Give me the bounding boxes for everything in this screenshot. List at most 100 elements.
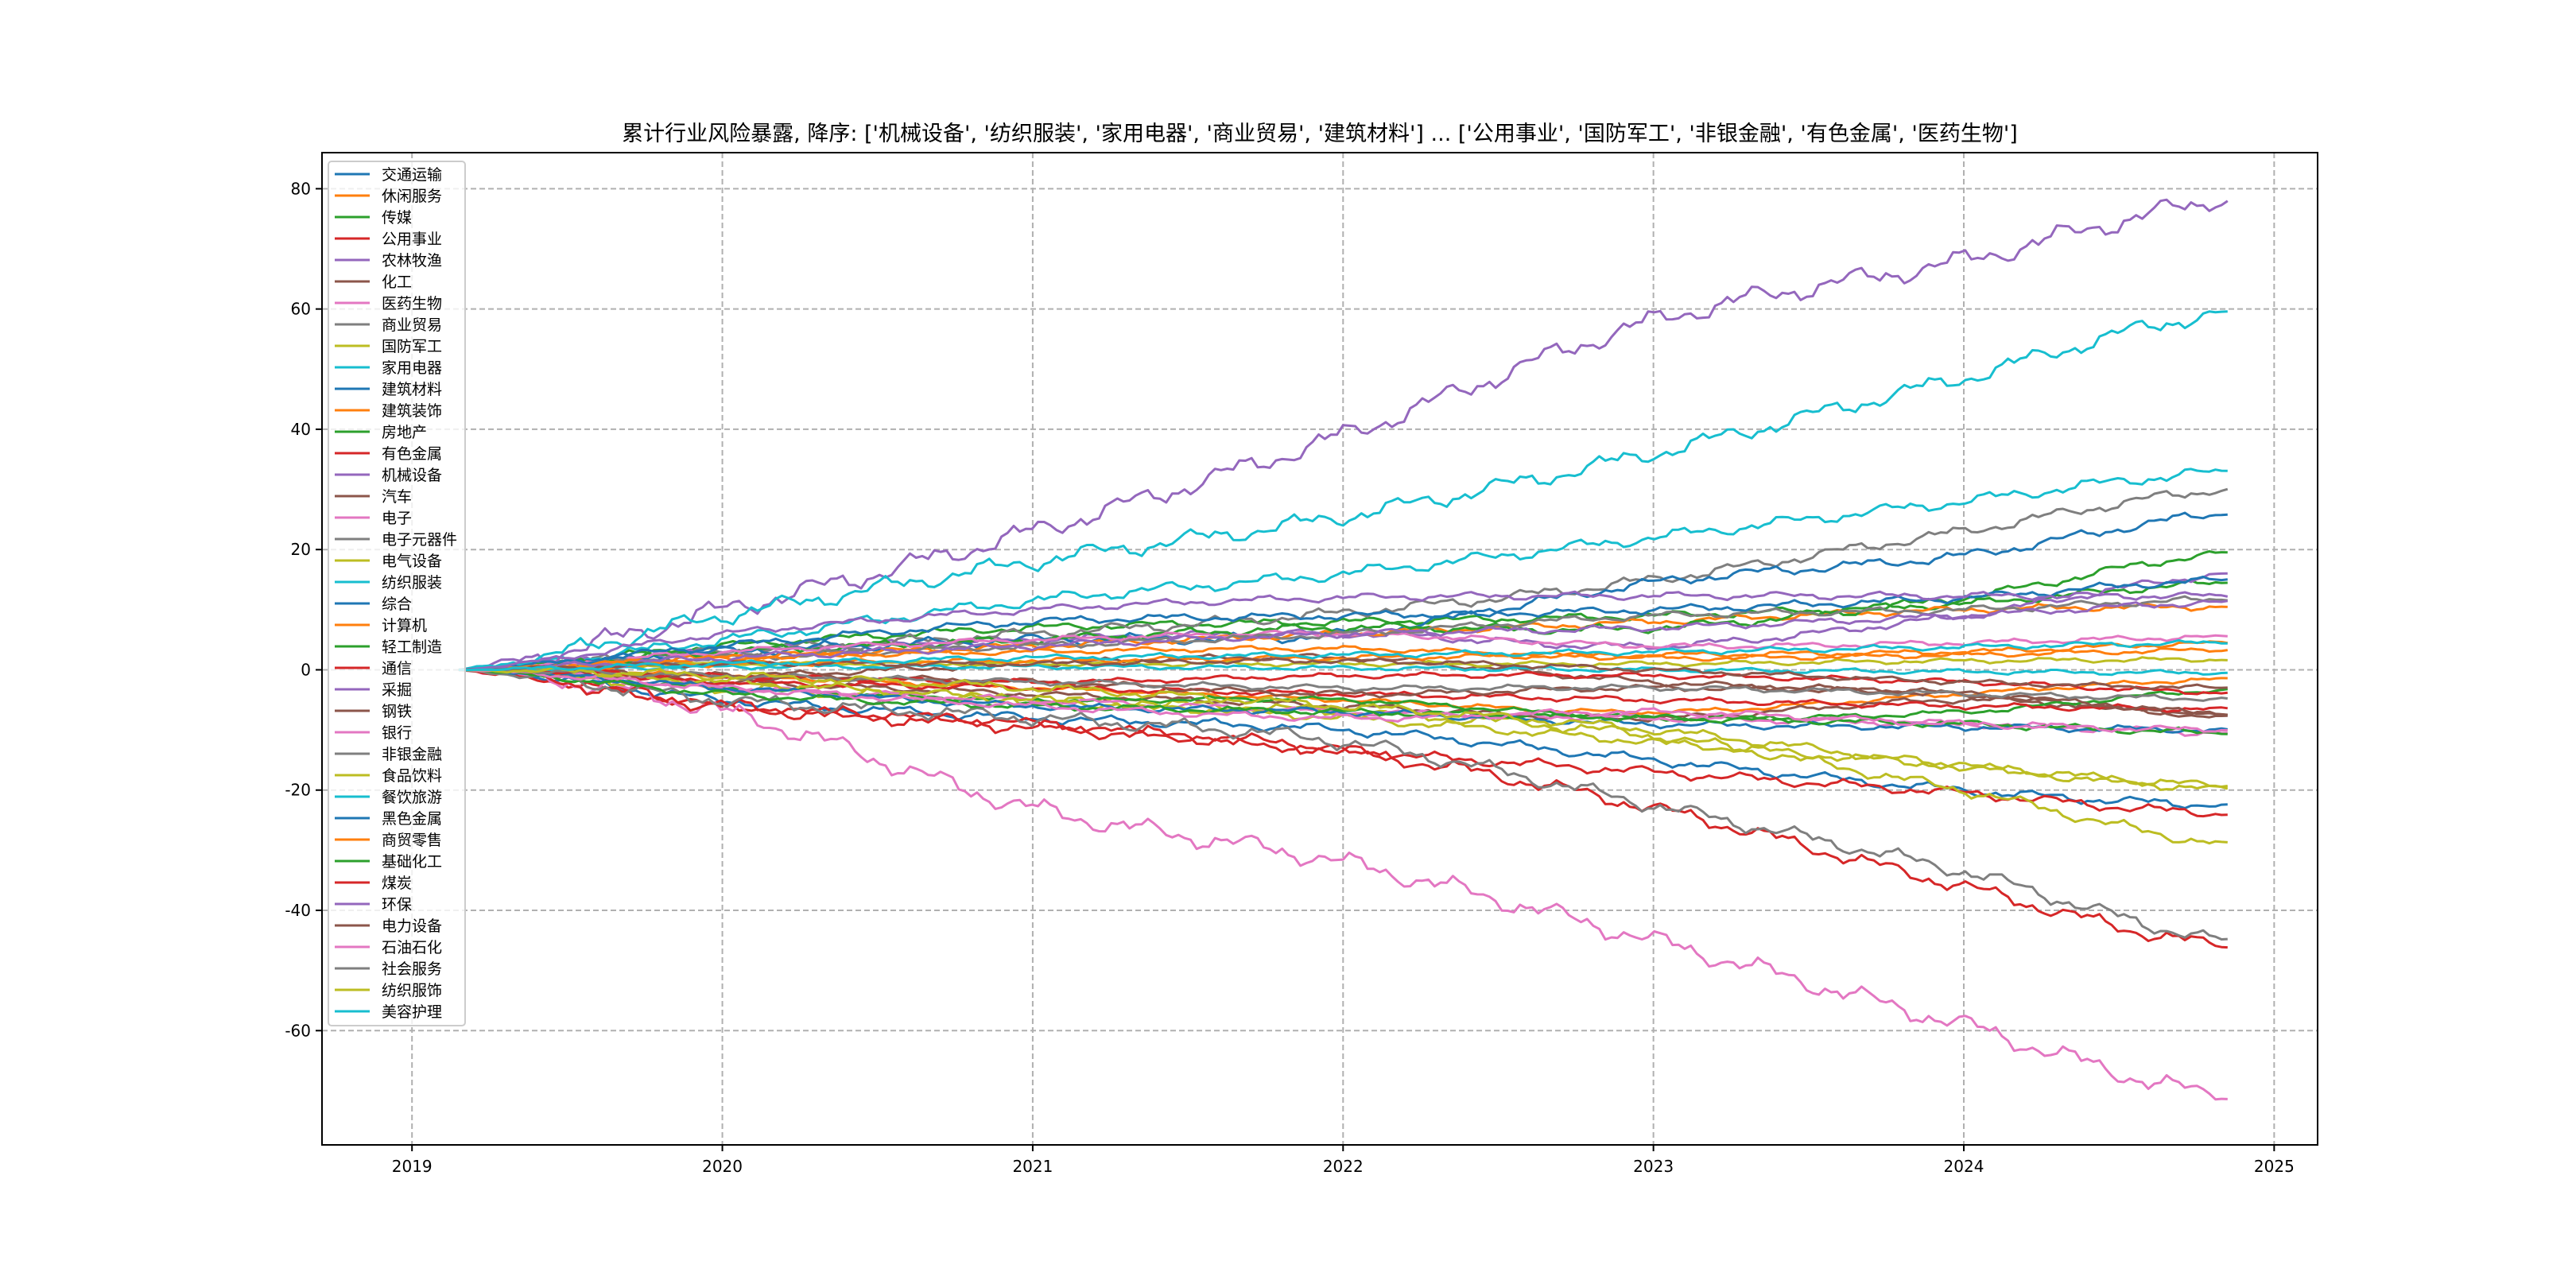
legend-label: 环保 <box>382 896 412 914</box>
series-line-电子 <box>458 629 2228 671</box>
legend-label: 电子 <box>382 510 412 527</box>
legend-label: 农林牧渔 <box>382 252 442 270</box>
y-tick-label: -40 <box>285 901 311 920</box>
series-line-电力设备 <box>458 657 2228 691</box>
series-lines <box>458 198 2229 1101</box>
legend-entry: 计算机 <box>335 617 427 634</box>
legend-label: 石油石化 <box>382 939 442 956</box>
legend-label: 商贸零售 <box>382 832 442 849</box>
legend-entry: 有色金属 <box>335 445 442 463</box>
plot-frame <box>321 152 2318 1146</box>
legend-label: 社会服务 <box>382 960 442 978</box>
legend-label: 房地产 <box>382 424 427 441</box>
x-tick-label: 2025 <box>2254 1157 2295 1176</box>
legend-entry: 餐饮旅游 <box>335 789 442 806</box>
series-line-计算机 <box>458 645 2229 671</box>
series-line-石油石化 <box>458 669 2228 733</box>
series-line-电气设备 <box>458 656 2228 671</box>
legend-entry: 电子 <box>335 510 412 527</box>
y-tick-label: 60 <box>291 300 311 319</box>
legend-entry: 传媒 <box>335 209 412 227</box>
legend-label: 通信 <box>382 660 412 677</box>
legend-label: 计算机 <box>382 617 427 634</box>
legend-entry: 煤炭 <box>335 875 412 892</box>
legend-entry: 化工 <box>335 274 412 291</box>
legend-entry: 建筑装饰 <box>335 402 442 420</box>
legend-entry: 房地产 <box>335 424 427 441</box>
legend-entry: 医药生物 <box>335 295 442 312</box>
legend-label: 家用电器 <box>382 359 442 377</box>
y-tick-label: 0 <box>301 660 311 679</box>
legend-entry: 纺织服饰 <box>335 982 442 999</box>
legend-label: 化工 <box>382 274 412 291</box>
axis-ticks: 2019 2020 2021 2022 2023 2024 2025 -60 -40 -20 0 20… <box>285 179 2294 1176</box>
legend-entry: 社会服务 <box>335 960 442 978</box>
legend-entry: 钢铁 <box>335 703 412 720</box>
x-tick-label: 2020 <box>702 1157 743 1176</box>
legend-label: 采掘 <box>382 681 412 699</box>
legend-label: 汽车 <box>382 488 412 506</box>
legend-entry: 电气设备 <box>335 553 442 570</box>
legend-label: 交通运输 <box>382 166 442 184</box>
legend-label: 电子元器件 <box>382 531 457 549</box>
legend-entry: 综合 <box>335 596 412 613</box>
x-tick-label: 2024 <box>1944 1157 1984 1176</box>
legend-label: 美容护理 <box>382 1003 442 1021</box>
legend-label: 公用事业 <box>382 231 442 248</box>
series-line-纺织服装 <box>458 310 2228 671</box>
legend-entry: 银行 <box>335 724 412 742</box>
legend-entry: 家用电器 <box>335 359 442 377</box>
legend-label: 非银金融 <box>382 746 442 763</box>
legend-label: 建筑材料 <box>382 381 442 398</box>
legend-label: 医药生物 <box>382 295 442 312</box>
legend-entry: 国防军工 <box>335 338 442 355</box>
x-tick-label: 2021 <box>1012 1157 1053 1176</box>
legend-label: 综合 <box>382 596 412 613</box>
series-line-建筑材料 <box>458 511 2228 671</box>
legend-entry: 石油石化 <box>335 939 442 956</box>
legend-label: 国防军工 <box>382 338 442 355</box>
legend-label: 煤炭 <box>382 875 412 892</box>
legend-label: 有色金属 <box>382 445 442 463</box>
legend-entry: 交通运输 <box>335 166 442 184</box>
series-line-环保 <box>458 599 2229 671</box>
legend-entry: 美容护理 <box>335 1003 442 1021</box>
legend-entry: 建筑材料 <box>335 381 442 398</box>
legend-entry: 基础化工 <box>335 853 442 871</box>
series-line-美容护理 <box>458 638 2228 672</box>
series-line-采掘 <box>458 590 2229 671</box>
series-line-黑色金属 <box>458 669 2229 734</box>
legend: 交通运输休闲服务传媒公用事业农林牧渔化工医药生物商业贸易国防军工家用电器建筑材料… <box>328 161 466 1026</box>
legend-entry: 黑色金属 <box>335 810 442 828</box>
series-line-社会服务 <box>458 668 2228 702</box>
legend-label: 建筑装饰 <box>382 402 442 420</box>
legend-label: 轻工制造 <box>382 638 442 656</box>
legend-box <box>328 161 466 1026</box>
y-tick-label: 40 <box>291 420 311 439</box>
legend-entry: 非银金融 <box>335 746 442 763</box>
legend-entry: 轻工制造 <box>335 638 442 656</box>
chart-title: 累计行业风险暴露, 降序: ['机械设备', '纺织服装', '家用电器', '… <box>622 122 2018 146</box>
y-tick-label: 20 <box>291 540 311 559</box>
legend-label: 传媒 <box>382 209 412 227</box>
legend-entry: 汽车 <box>335 488 412 506</box>
legend-entry: 食品饮料 <box>335 767 442 785</box>
series-line-综合 <box>458 576 2228 671</box>
legend-label: 餐饮旅游 <box>382 789 442 806</box>
legend-label: 电力设备 <box>382 918 442 935</box>
legend-entry: 采掘 <box>335 681 412 699</box>
series-line-医药生物 <box>458 669 2228 1101</box>
legend-label: 商业贸易 <box>382 316 442 334</box>
series-line-纺织服饰 <box>458 666 2229 791</box>
legend-entry: 机械设备 <box>335 467 442 484</box>
legend-label: 基础化工 <box>382 853 442 871</box>
legend-entry: 电力设备 <box>335 918 442 935</box>
x-tick-label: 2019 <box>392 1157 433 1176</box>
series-line-家用电器 <box>458 467 2228 671</box>
series-line-非银金融 <box>458 669 2228 941</box>
legend-entry: 通信 <box>335 660 412 677</box>
x-tick-label: 2023 <box>1633 1157 1674 1176</box>
x-tick-label: 2022 <box>1323 1157 1364 1176</box>
legend-label: 电气设备 <box>382 553 442 570</box>
